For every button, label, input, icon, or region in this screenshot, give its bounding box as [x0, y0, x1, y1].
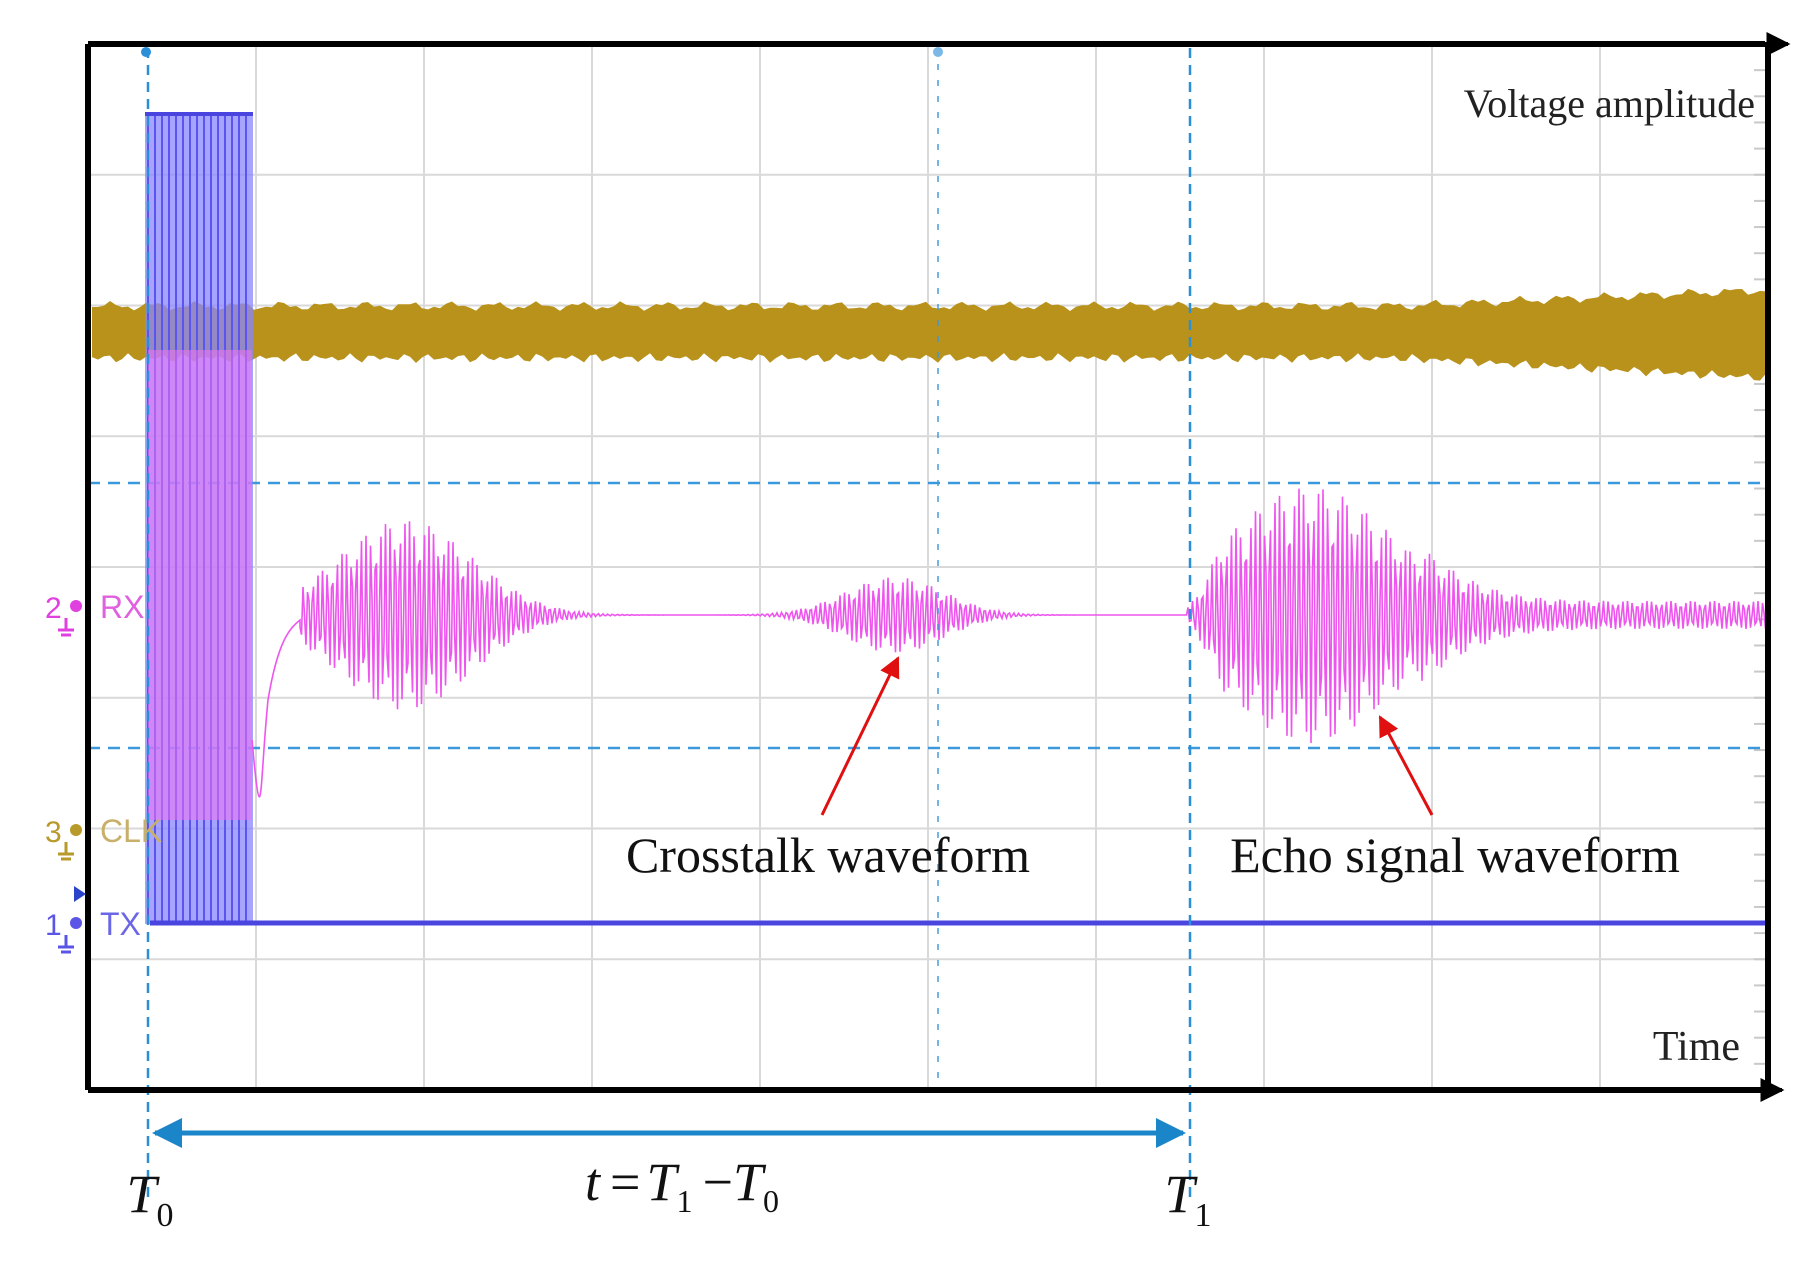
- x-axis-label: Time: [1653, 1024, 1740, 1070]
- channel-rx-number: 2: [45, 592, 62, 625]
- channel-tx-number: 1: [45, 909, 62, 942]
- channel-tx-ground-icon: [58, 935, 74, 954]
- channel-rx-label: 2 RX: [45, 589, 144, 637]
- channel-rx-dot: [70, 600, 82, 612]
- trigger-marker-icon: [74, 886, 86, 902]
- rx-trace: [251, 488, 1768, 798]
- cursor-center-marker: [933, 47, 943, 57]
- tx-burst: [145, 112, 253, 924]
- cursor-t0-marker: [141, 47, 151, 57]
- echo-label: Echo signal waveform: [1230, 827, 1680, 883]
- channel-rx-ground-icon: [58, 618, 74, 637]
- channel-tx-label: 1 TX: [45, 906, 141, 954]
- rx-saturation-fill: [148, 350, 252, 820]
- clk-trace: [92, 288, 1766, 381]
- channel-clk-label: 3 CLK: [45, 813, 162, 861]
- channel-tx-name: TX: [100, 906, 141, 942]
- interval-equation: t = T1 −T0: [585, 1152, 779, 1219]
- channel-clk-name: CLK: [100, 813, 162, 849]
- t0-label: T0: [126, 1164, 173, 1234]
- echo-arrow: [1378, 715, 1434, 816]
- crosstalk-arrow: [820, 656, 900, 816]
- y-axis-label: Voltage amplitude: [1464, 81, 1755, 126]
- t1-label: T1: [1164, 1164, 1211, 1234]
- channel-clk-number: 3: [45, 816, 62, 849]
- channel-rx-name: RX: [100, 589, 144, 625]
- channel-clk-dot: [70, 824, 82, 836]
- channel-tx-dot: [70, 917, 82, 929]
- crosstalk-label: Crosstalk waveform: [626, 827, 1030, 883]
- channel-clk-ground-icon: [58, 842, 74, 861]
